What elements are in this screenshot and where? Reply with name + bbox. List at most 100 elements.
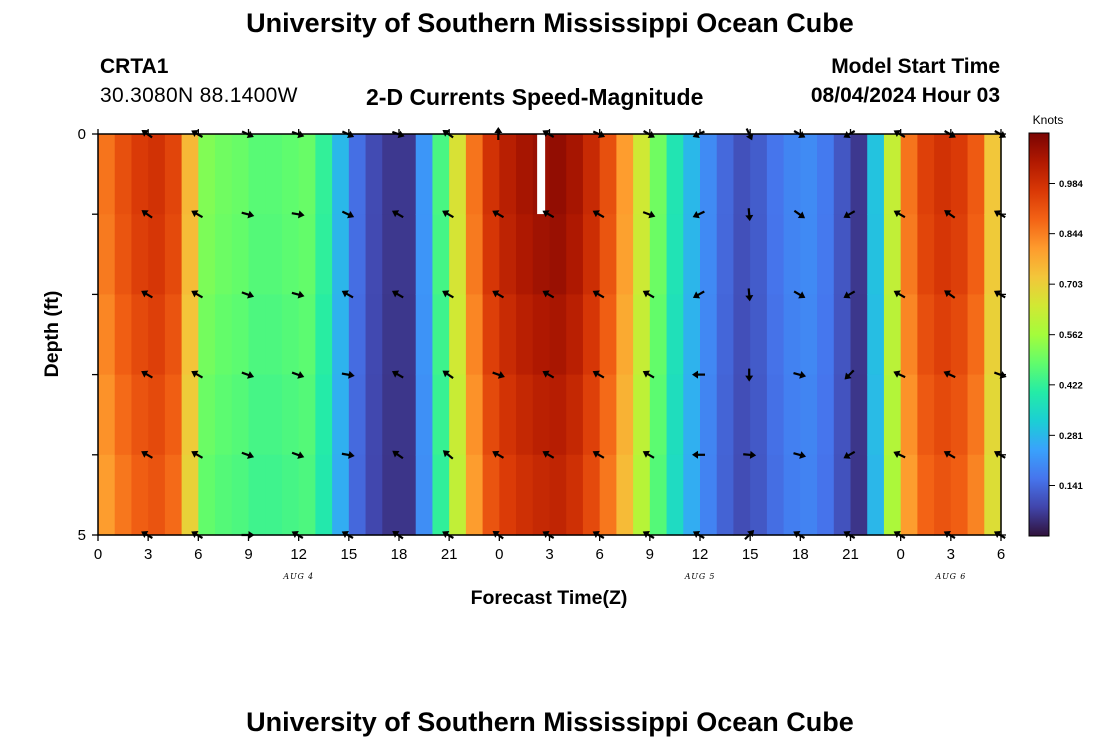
y-axis-label: Depth (ft) [41, 291, 63, 378]
heatmap-cell [733, 454, 751, 536]
heatmap-cell [783, 454, 801, 536]
heatmap-cell [315, 214, 333, 295]
heatmap-cell [750, 214, 768, 295]
heatmap-cell [298, 134, 316, 215]
current-arrow [442, 450, 454, 460]
heatmap-cell [633, 214, 651, 295]
current-arrow [893, 290, 906, 299]
model-start-value: 08/04/2024 Hour 03 [810, 84, 1000, 107]
heatmap-cell [934, 294, 952, 376]
heatmap-cell [315, 294, 333, 376]
current-arrow [592, 210, 605, 219]
heatmap-cell [817, 214, 835, 295]
heatmap-cell [800, 454, 818, 536]
colorbar-ticks: 0.141 0.281 0.422 0.562 0.703 0.844 0.984 [1049, 179, 1083, 492]
current-arrow [692, 450, 705, 459]
heatmap-cell [984, 454, 1002, 536]
heatmap-cell [616, 454, 634, 536]
heatmap-cell [449, 294, 467, 376]
heatmap-cell [215, 214, 233, 295]
heatmap-cell [298, 454, 316, 536]
heatmap-cell [917, 374, 935, 456]
heatmap-cell [131, 374, 149, 456]
heatmap-cell [649, 454, 668, 536]
x-tick-label: 12 [692, 546, 709, 563]
heatmap-cell [298, 374, 316, 456]
current-arrow [692, 370, 705, 379]
heatmap-cell [666, 134, 684, 215]
y-axis: 05 [78, 126, 1006, 544]
heatmap-cell [900, 214, 918, 295]
current-arrow [341, 370, 355, 379]
heatmap-cell [164, 134, 183, 215]
current-arrow [241, 210, 255, 219]
heatmap-cell [934, 374, 952, 456]
current-arrow [191, 450, 204, 459]
heatmap-cell [265, 454, 283, 536]
heatmap-cell [984, 214, 1002, 295]
heatmap-cell [198, 374, 216, 456]
heatmap-cell [98, 214, 116, 295]
heatmap-cell [800, 214, 818, 295]
heatmap-cell [348, 134, 367, 215]
heatmap-cell [516, 134, 534, 215]
current-arrow [291, 451, 305, 459]
heatmap-cell [465, 214, 484, 295]
heatmap-cell [298, 214, 316, 295]
current-arrow [592, 290, 605, 299]
heatmap-cell [532, 294, 551, 376]
current-arrow [944, 290, 956, 299]
colorbar-tick-label: 0.281 [1059, 431, 1083, 442]
station-coordinates: 30.3080N 88.1400W [100, 84, 298, 107]
heatmap-cell [265, 214, 283, 295]
heatmap-cell [98, 134, 116, 215]
chart-title: 2-D Currents Speed-Magnitude [366, 84, 704, 110]
heatmap-cell [198, 454, 216, 536]
heatmap-cell [867, 134, 885, 215]
heatmap-cell [566, 374, 584, 456]
heatmap-cell [382, 214, 400, 295]
current-arrow [642, 290, 655, 299]
heatmap-cell [766, 214, 785, 295]
heatmap-cell [348, 294, 367, 376]
colorbar-tick-label: 0.844 [1059, 229, 1083, 240]
current-arrow [492, 210, 505, 219]
heatmap-cell [867, 374, 885, 456]
heatmap-cell [332, 134, 350, 215]
missing-data-cell [537, 134, 546, 215]
current-arrow [442, 210, 454, 219]
current-arrow [492, 371, 505, 379]
heatmap-cell [666, 374, 684, 456]
heatmap-cell [265, 134, 283, 215]
heatmap-cell [248, 454, 266, 536]
current-arrow [291, 210, 305, 219]
heatmap-cell [382, 134, 400, 215]
current-arrow [893, 210, 906, 219]
heatmap-cell [900, 374, 918, 456]
heatmap-cell [817, 374, 835, 456]
heatmap-cell [332, 214, 350, 295]
heatmap-cell [399, 294, 417, 376]
heatmap-cell [733, 374, 751, 456]
heatmap-cell [850, 134, 868, 215]
heatmap-cell [750, 294, 768, 376]
heatmap-cell [231, 214, 250, 295]
heatmap-cell [482, 374, 500, 456]
heatmap-cell [315, 374, 333, 456]
colorbar-bar [1028, 132, 1050, 537]
heatmap-cell [482, 294, 500, 376]
heatmap-cell [700, 214, 718, 295]
x-tick-label: 18 [391, 546, 408, 563]
heatmap-cell [131, 134, 149, 215]
heatmap-cell [516, 294, 534, 376]
heatmap-cell [716, 294, 735, 376]
y-tick-label: 0 [78, 126, 86, 143]
heatmap-cell [700, 374, 718, 456]
heatmap-cell [817, 294, 835, 376]
heatmap-cell [649, 214, 668, 295]
current-arrow [291, 290, 305, 299]
current-arrow [592, 450, 605, 459]
heatmap-cell [817, 134, 835, 215]
heatmap-cell [766, 294, 785, 376]
heatmap-cell [883, 214, 902, 295]
